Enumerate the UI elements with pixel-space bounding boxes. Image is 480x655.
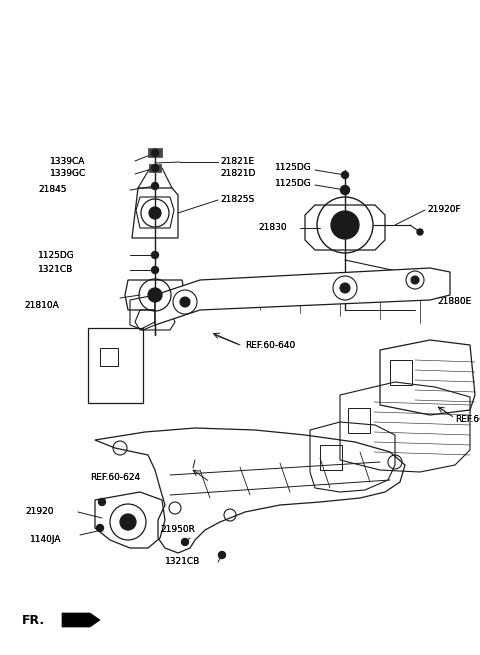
Text: 21880E: 21880E (437, 297, 471, 307)
Text: 21821D: 21821D (220, 168, 255, 178)
Text: 1339CA: 1339CA (50, 157, 85, 166)
Circle shape (218, 552, 226, 559)
Circle shape (148, 288, 162, 302)
Text: 21810A: 21810A (24, 301, 59, 310)
Text: 21825S: 21825S (220, 195, 254, 204)
Text: REF.60-640: REF.60-640 (245, 341, 295, 350)
Text: FR.: FR. (22, 614, 45, 626)
Text: 1125DG: 1125DG (275, 164, 312, 172)
Text: 1321CB: 1321CB (38, 265, 73, 274)
Text: 21821D: 21821D (220, 168, 255, 178)
Circle shape (96, 525, 104, 531)
Text: 1125DG: 1125DG (38, 250, 75, 259)
Bar (88, 328, 143, 403)
Text: 21825S: 21825S (220, 195, 254, 204)
Circle shape (340, 283, 350, 293)
Bar (320, 445, 342, 470)
Text: 1339CA: 1339CA (50, 157, 85, 166)
Circle shape (341, 172, 348, 179)
Text: 1140JA: 1140JA (30, 536, 61, 544)
Text: 1125DG: 1125DG (38, 250, 75, 259)
Text: 1125DG: 1125DG (275, 179, 312, 187)
Text: 1125DG: 1125DG (275, 179, 312, 187)
Text: 21830: 21830 (258, 223, 287, 233)
Circle shape (417, 229, 423, 235)
Text: 21830: 21830 (258, 223, 287, 233)
Text: 1321CB: 1321CB (38, 265, 73, 274)
Text: 21845: 21845 (38, 185, 67, 195)
Text: 21920F: 21920F (427, 206, 461, 214)
Bar (390, 360, 412, 385)
Text: 21821E: 21821E (220, 157, 254, 166)
Circle shape (120, 514, 136, 530)
Text: REF.60-624: REF.60-624 (90, 472, 140, 481)
Text: 21950R: 21950R (160, 525, 195, 534)
Bar (348, 408, 370, 433)
Circle shape (149, 207, 161, 219)
Text: 1321CB: 1321CB (165, 557, 200, 567)
Circle shape (181, 538, 189, 546)
Text: 21920: 21920 (25, 508, 53, 517)
Bar (149, 164, 161, 172)
Text: 1140JA: 1140JA (30, 536, 61, 544)
Text: 21845: 21845 (38, 185, 67, 195)
Text: 1339GC: 1339GC (50, 170, 86, 179)
Text: REF.60-640: REF.60-640 (245, 341, 295, 350)
Polygon shape (62, 613, 100, 627)
Circle shape (152, 149, 158, 157)
Circle shape (411, 276, 419, 284)
Text: 21920F: 21920F (427, 206, 461, 214)
Polygon shape (155, 268, 450, 325)
Bar (148, 148, 162, 157)
Circle shape (98, 498, 106, 506)
Text: REF.60-624: REF.60-624 (90, 472, 140, 481)
Text: 21810A: 21810A (24, 301, 59, 310)
Text: 21920: 21920 (25, 508, 53, 517)
Text: 1125DG: 1125DG (275, 164, 312, 172)
Text: REF.60-640: REF.60-640 (455, 415, 480, 424)
Circle shape (331, 211, 359, 239)
Text: REF.60-640: REF.60-640 (455, 415, 480, 424)
Circle shape (152, 164, 158, 172)
Circle shape (180, 297, 190, 307)
Text: 1339GC: 1339GC (50, 170, 86, 179)
Circle shape (152, 183, 158, 189)
Text: 1321CB: 1321CB (165, 557, 200, 567)
Circle shape (152, 252, 158, 259)
Text: 21821E: 21821E (220, 157, 254, 166)
Circle shape (152, 267, 158, 274)
Text: 21880E: 21880E (437, 297, 471, 307)
Circle shape (340, 185, 349, 195)
Bar (100, 348, 118, 366)
Text: 21950R: 21950R (160, 525, 195, 534)
